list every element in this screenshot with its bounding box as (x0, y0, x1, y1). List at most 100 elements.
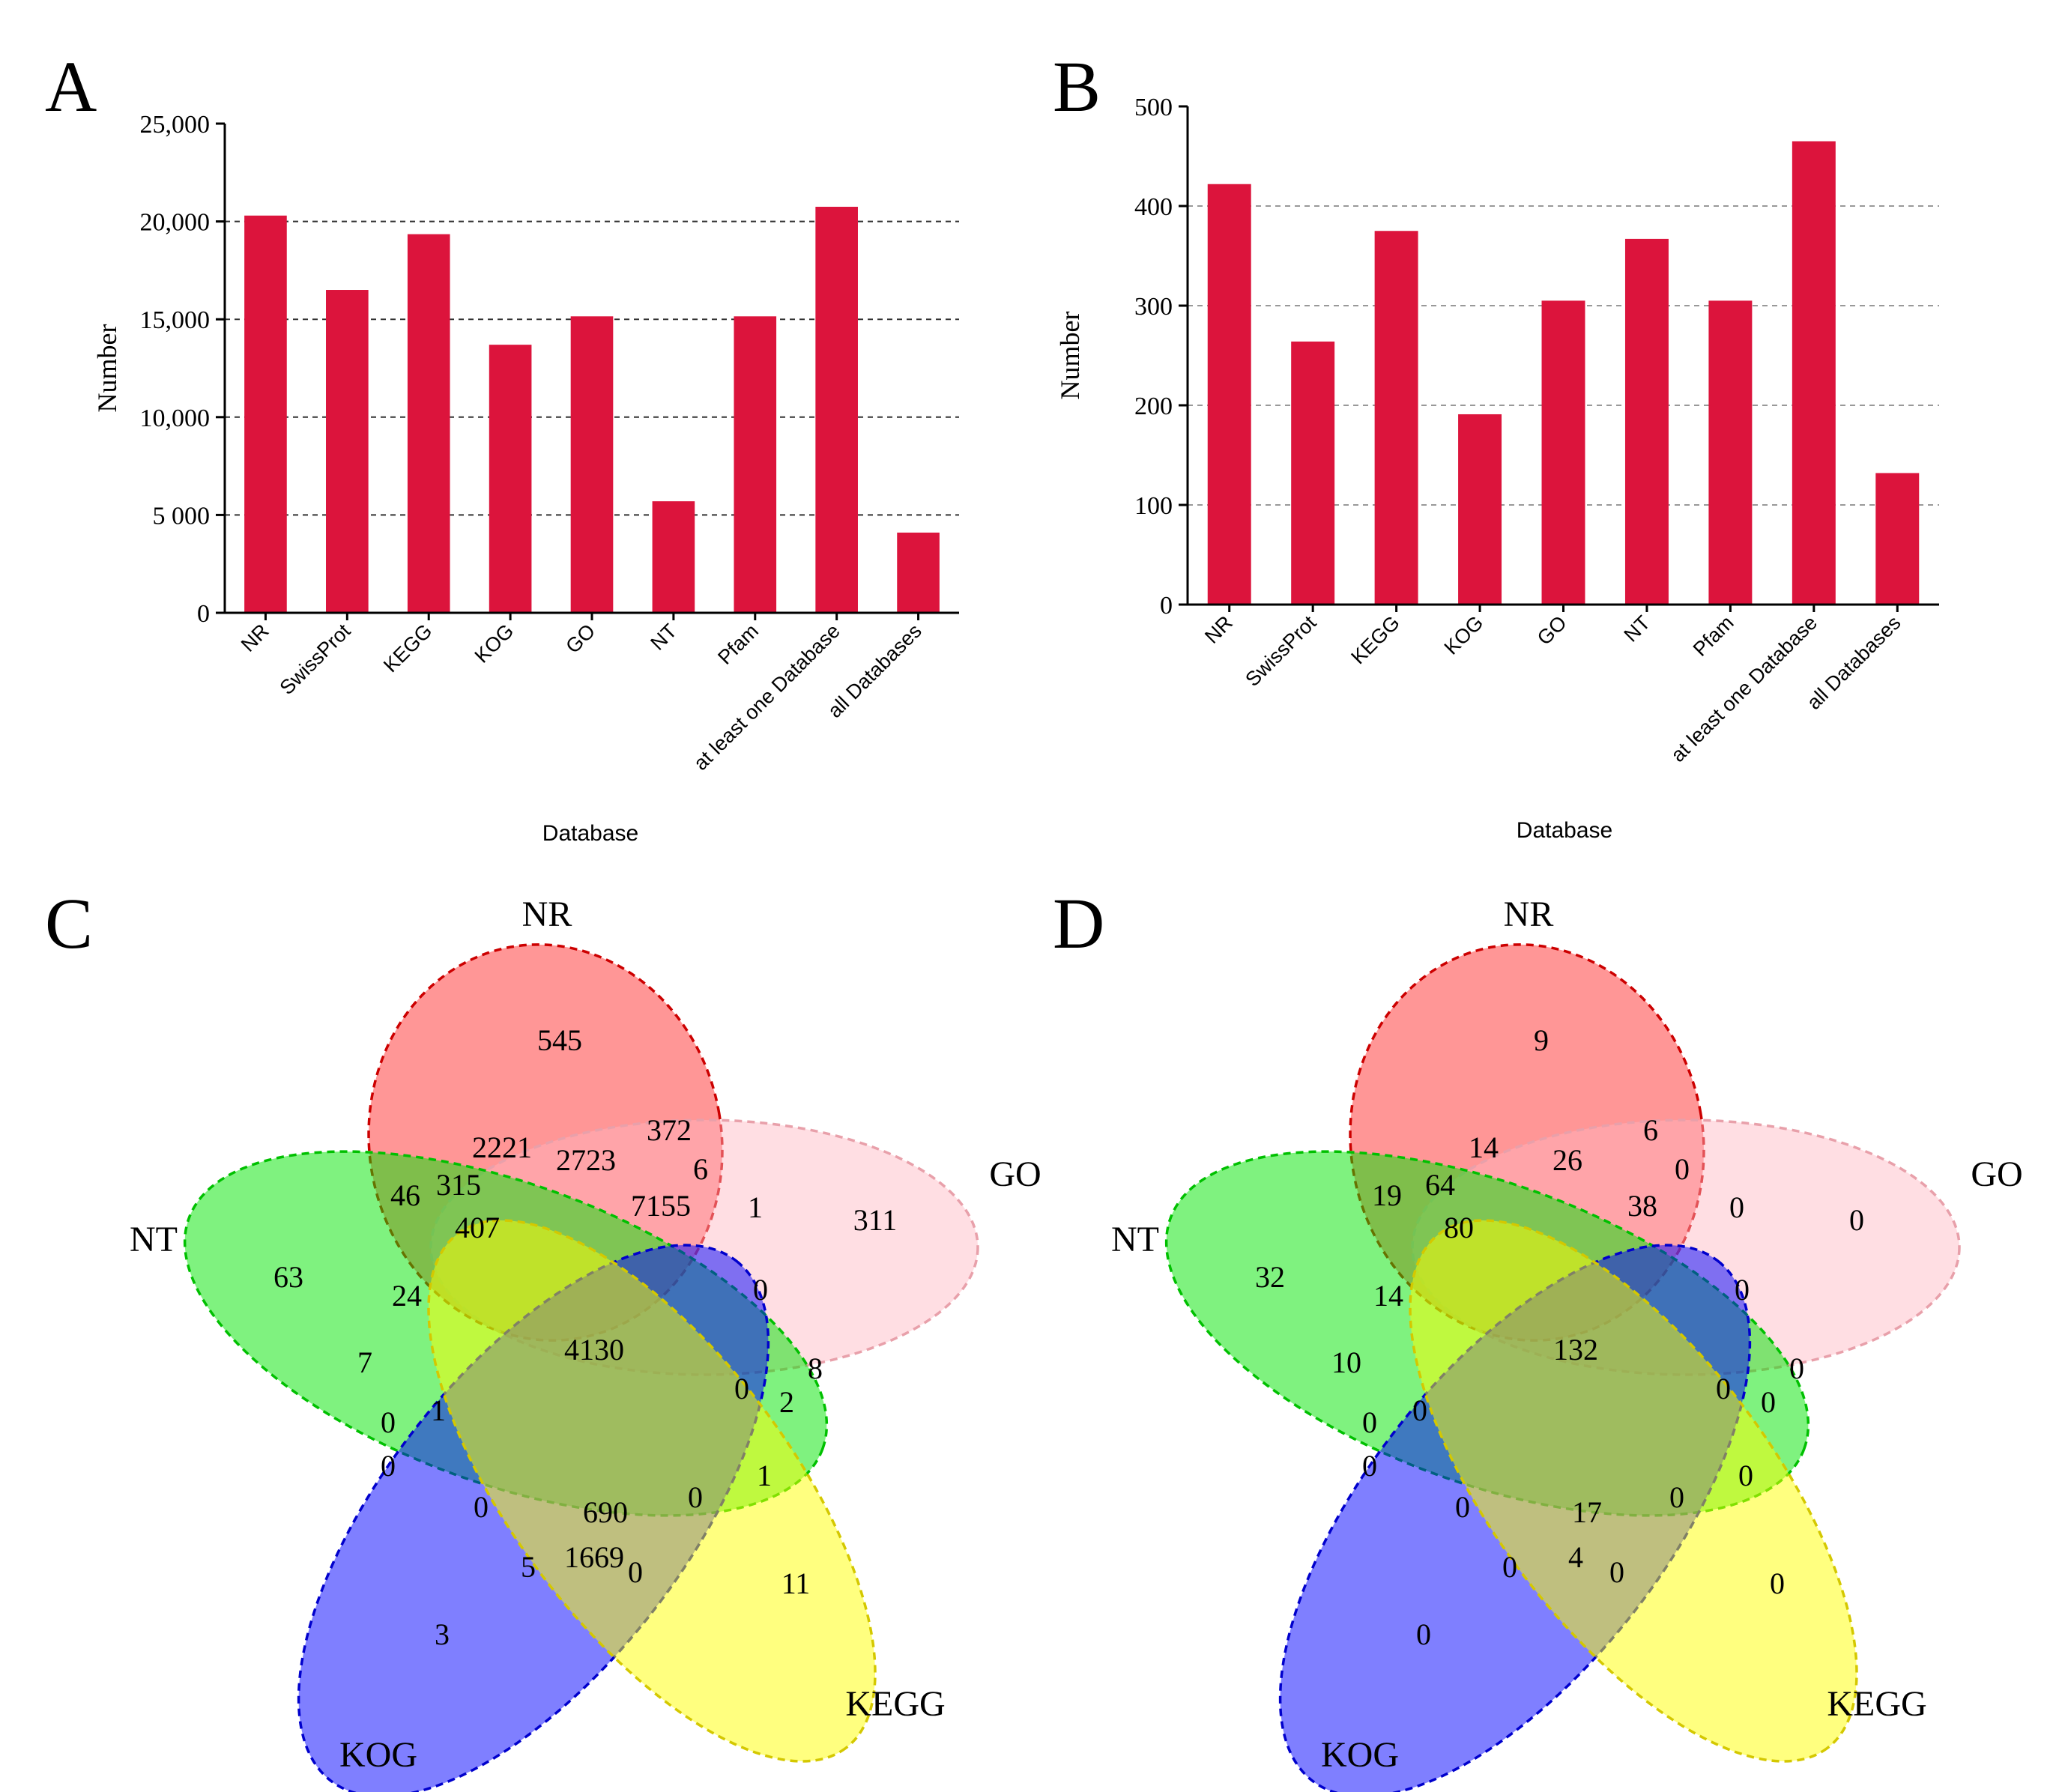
x-tick-label: KOG (471, 620, 518, 668)
venn-region-label: 1 (431, 1393, 446, 1427)
venn-region-label: 0 (734, 1372, 749, 1405)
x-tick-label: NR (237, 620, 273, 656)
venn-region-label: 0 (1609, 1555, 1624, 1589)
venn-set-label: KOG (339, 1735, 417, 1775)
venn-region-label: 10 (1331, 1345, 1361, 1379)
y-tick-label: 5 000 (153, 502, 211, 530)
venn-region-label: 7155 (631, 1189, 691, 1223)
y-tick-label: 400 (1134, 193, 1173, 221)
venn-region-label: 2723 (556, 1143, 616, 1177)
bar (244, 215, 287, 613)
y-tick-label: 0 (1160, 592, 1173, 620)
bar (489, 345, 532, 613)
bar (1792, 141, 1836, 605)
bar (407, 234, 450, 613)
panel-letter-d: D (1053, 883, 1104, 963)
venn-region-label: 0 (1675, 1152, 1690, 1186)
venn-region-label: 0 (1455, 1490, 1470, 1524)
venn-region-label: 690 (583, 1495, 628, 1529)
venn-region-label: 24 (392, 1279, 422, 1313)
venn-region-label: 0 (1412, 1393, 1427, 1427)
venn-region-label: 0 (1362, 1449, 1377, 1483)
x-tick-label: NT (646, 620, 681, 655)
venn-region-label: 7 (357, 1345, 372, 1379)
bar (1624, 238, 1669, 605)
venn-region-label: 0 (1738, 1459, 1753, 1492)
venn-region-label: 64 (1425, 1168, 1455, 1202)
venn-region-label: 407 (455, 1211, 500, 1244)
bar (1875, 473, 1920, 605)
bar (815, 207, 858, 613)
y-axis-title: Number (92, 324, 122, 413)
y-tick-label: 20,000 (140, 209, 211, 237)
venn-region-label: 311 (853, 1203, 898, 1237)
x-tick-label: Pfam (713, 620, 763, 669)
bar (570, 316, 614, 613)
venn-region-label: 26 (1552, 1143, 1582, 1177)
venn-region-label: 80 (1444, 1211, 1474, 1244)
bar (326, 290, 369, 613)
venn-region-label: 63 (273, 1260, 303, 1294)
bar-chart-a: 0 5 000 10,000 15,000 20,000 25,000 NR SwissPro… (92, 111, 959, 846)
venn-region-label: 0 (688, 1480, 703, 1514)
venn-region-label: 0 (1362, 1405, 1377, 1439)
venn-set-label: GO (1971, 1154, 2022, 1194)
venn-region-label: 132 (1553, 1333, 1598, 1366)
venn-region-label: 0 (1502, 1550, 1517, 1584)
venn-region-label: 1 (757, 1459, 772, 1492)
y-tick-label: 10,000 (140, 405, 211, 432)
venn-set-label: KEGG (1827, 1684, 1926, 1724)
x-tick-label: GO (1533, 611, 1571, 650)
bar (1374, 231, 1418, 605)
venn-region-label: 38 (1627, 1189, 1657, 1223)
x-tick-label: SwissProt (1241, 611, 1320, 691)
venn-region-label: 0 (628, 1555, 643, 1589)
venn-region-label: 0 (1735, 1273, 1750, 1307)
bar (1207, 184, 1251, 605)
venn-region-label: 0 (1669, 1480, 1684, 1514)
venn-region-label: 6 (1643, 1113, 1658, 1147)
bar (1541, 300, 1585, 605)
venn-region-label: 0 (381, 1449, 396, 1483)
x-tick-label: SwissProt (275, 620, 354, 699)
x-tick-label: at least one Database (1666, 611, 1821, 766)
venn-region-label: 545 (537, 1023, 582, 1057)
venn-set-label: NR (1504, 895, 1554, 934)
panel-letter-a: A (45, 46, 97, 127)
venn-region-label: 0 (1716, 1372, 1731, 1405)
y-tick-label: 25,000 (140, 111, 211, 139)
venn-set-kegg (1409, 1219, 1858, 1763)
venn-set-label: NT (1111, 1220, 1159, 1259)
venn-region-label: 14 (1469, 1130, 1499, 1164)
venn-region-label: 4 (1568, 1540, 1583, 1574)
bar (652, 501, 695, 613)
x-tick-label: KEGG (379, 620, 436, 676)
panel-letter-b: B (1053, 46, 1101, 127)
venn-region-label: 2221 (472, 1130, 532, 1164)
x-tick-label: NT (1620, 611, 1655, 647)
venn-region-label: 0 (753, 1273, 768, 1307)
y-tick-label: 15,000 (140, 306, 211, 334)
venn-region-label: 1 (748, 1190, 763, 1224)
venn-region-label: 372 (647, 1113, 692, 1147)
y-tick-label: 200 (1134, 393, 1173, 420)
venn-region-label: 32 (1255, 1260, 1285, 1294)
venn-region-label: 0 (1416, 1617, 1431, 1651)
venn-region-label: 9 (1534, 1023, 1549, 1057)
bar (1458, 414, 1502, 605)
venn-region-label: 2 (779, 1385, 794, 1419)
venn-region-label: 11 (781, 1567, 811, 1600)
venn-region-label: 6 (693, 1152, 708, 1186)
venn-region-label: 8 (808, 1351, 823, 1385)
x-tick-label: KEGG (1346, 611, 1403, 668)
venn-region-label: 19 (1372, 1178, 1402, 1212)
y-tick-label: 100 (1134, 492, 1173, 520)
x-axis-title: Database (1517, 818, 1612, 843)
venn-set-label: KEGG (845, 1684, 945, 1724)
y-tick-label: 300 (1134, 293, 1173, 321)
bar (1708, 300, 1753, 605)
bar (897, 532, 940, 613)
